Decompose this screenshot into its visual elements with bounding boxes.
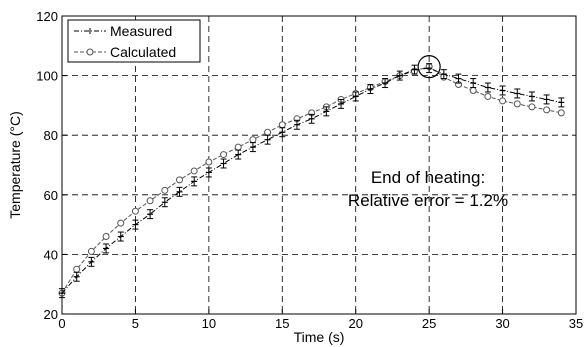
x-tick-label: 5 (132, 316, 139, 331)
y-tick-label: 20 (44, 307, 58, 322)
calculated-point (499, 97, 507, 105)
plot-area-frame (61, 15, 577, 315)
x-tick-label: 15 (275, 316, 289, 331)
calculated-point (264, 128, 272, 136)
calculated-point (469, 87, 477, 94)
calculated-point (102, 233, 110, 241)
calculated-point (249, 136, 257, 144)
annotation-circle (417, 55, 441, 79)
calculated-point (557, 109, 565, 117)
y-tick-label: 100 (36, 69, 58, 84)
legend: Measured Calculated (67, 19, 201, 63)
calculated-point (131, 207, 139, 215)
annotation-line-2: Relative error = 1.2% (348, 191, 508, 210)
y-tick-label: 60 (44, 188, 58, 203)
calculated-point (87, 247, 95, 255)
calculated-point (513, 100, 521, 108)
legend-calculated-marker (86, 48, 94, 56)
calculated-point (234, 143, 242, 151)
series-calculated (58, 63, 565, 297)
calculated-point (484, 92, 492, 100)
calculated-point (220, 151, 228, 159)
x-axis-title: Time (s) (294, 329, 345, 345)
calculated-point (146, 197, 154, 205)
x-tick-label: 20 (348, 316, 362, 331)
calculated-point (161, 186, 169, 194)
axis-ticks: 0 5 10 15 20 25 30 35 20 40 60 80 100 120 (36, 9, 583, 331)
y-tick-label: 120 (36, 9, 58, 24)
x-tick-label: 0 (58, 316, 65, 331)
legend-calculated-label: Calculated (110, 44, 176, 60)
calculated-point (175, 176, 183, 184)
calculated-point (278, 121, 286, 129)
x-tick-label: 35 (569, 316, 583, 331)
x-tick-label: 25 (422, 316, 436, 331)
series-measured (59, 63, 565, 299)
calculated-point (117, 219, 125, 227)
series-layer (58, 63, 565, 299)
calculated-point (73, 265, 81, 273)
x-tick-label: 10 (202, 316, 216, 331)
calculated-line (61, 66, 562, 294)
y-axis-title: Temperature (°C) (7, 111, 23, 219)
grid (62, 16, 576, 314)
calculated-point (190, 167, 198, 175)
calculated-point (528, 103, 536, 111)
y-tick-label: 80 (44, 128, 58, 143)
legend-measured-label: Measured (110, 23, 172, 39)
calculated-point (205, 158, 213, 166)
calculated-point (543, 106, 551, 114)
x-tick-label: 30 (495, 316, 509, 331)
annotation-line-1: End of heating: (371, 168, 485, 187)
annotation: End of heating: Relative error = 1.2% (348, 55, 508, 210)
measured-line (61, 67, 562, 294)
y-tick-label: 40 (44, 247, 58, 262)
